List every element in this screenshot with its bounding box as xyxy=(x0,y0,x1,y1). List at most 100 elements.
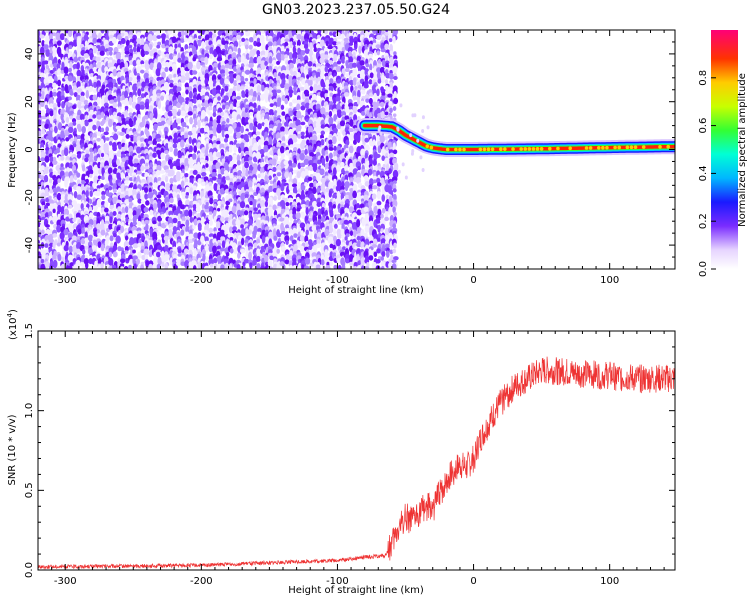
spectrogram-cell xyxy=(220,167,225,175)
spectrogram-cell xyxy=(169,146,173,153)
spectrogram-cell xyxy=(113,97,118,103)
spectrogram-cell xyxy=(160,152,165,160)
spectrogram-cell xyxy=(144,187,149,194)
spectrogram-cell xyxy=(248,62,254,68)
spectrogram-cell xyxy=(300,135,305,139)
spectrogram-cell xyxy=(363,206,369,212)
spectrogram-cell xyxy=(348,223,353,228)
spectrogram-cell xyxy=(305,229,309,236)
spectrogram-cell xyxy=(152,48,158,53)
spectrogram-cell xyxy=(38,119,42,127)
spectrogram-cell xyxy=(276,248,280,254)
spectrogram-cell xyxy=(152,89,158,96)
spectrogram-cell xyxy=(145,260,150,268)
spectrogram-cell xyxy=(118,182,122,187)
spectrogram-cell xyxy=(144,219,150,225)
spectrogram-cell xyxy=(125,216,129,223)
spectrogram-cell xyxy=(38,36,42,43)
spectrogram-cell xyxy=(60,155,65,161)
spectrogram-cell xyxy=(57,122,63,131)
spectrogram-cell xyxy=(76,194,83,200)
spectrogram-cell xyxy=(156,263,161,269)
spectrogram-cell xyxy=(209,185,213,191)
spectrogram-cell xyxy=(300,141,306,150)
spectrogram-cell xyxy=(328,174,333,181)
spectrogram-cell xyxy=(209,53,213,60)
spectrogram-cell xyxy=(116,107,121,114)
spectrogram-cell xyxy=(248,229,252,235)
spectrogram-cell xyxy=(162,106,166,112)
spectrogram-cell xyxy=(256,84,261,94)
spectrogram-cell xyxy=(65,116,70,124)
spectrogram-cell xyxy=(140,249,145,254)
spectrogram-cell xyxy=(172,143,178,149)
spectrogram-cell xyxy=(156,44,161,49)
spectrogram-cell xyxy=(100,183,104,188)
spectrogram-cell xyxy=(236,34,242,41)
spectrogram-cell xyxy=(140,199,145,204)
spectrogram-cell xyxy=(335,95,341,102)
spectrogram-cell xyxy=(128,119,134,128)
spectrogram-cell xyxy=(100,120,105,127)
spectrogram-cell xyxy=(120,51,125,56)
spectrogram-cell xyxy=(40,192,46,201)
spectrogram-cell xyxy=(106,228,110,233)
spectrogram-cell xyxy=(124,143,128,152)
spectrogram-cell xyxy=(224,68,229,76)
spectrogram-cell xyxy=(169,177,174,184)
spectrogram-cell xyxy=(72,121,77,126)
spectrogram-cell xyxy=(77,228,82,235)
spectrogram-cell xyxy=(147,194,153,199)
spectrogram-cell xyxy=(295,212,301,220)
spectrogram-cell xyxy=(56,224,62,233)
spectrogram-cell xyxy=(76,172,81,178)
spectrogram-cell xyxy=(176,102,182,109)
spectrogram-cell xyxy=(296,156,300,161)
spectrogram-cell xyxy=(49,136,54,142)
spectrogram-cell xyxy=(52,50,57,57)
spectrogram-cell xyxy=(235,95,241,100)
spectrogram-cell xyxy=(108,185,113,191)
spectrogram-cell xyxy=(60,263,66,269)
spectrogram-cell xyxy=(82,249,86,255)
spectrogram-cell xyxy=(92,88,98,94)
spectrogram-cell xyxy=(364,146,370,151)
spectrogram-cell xyxy=(88,247,93,255)
spectrogram-cell xyxy=(44,243,49,248)
spectrogram-cell xyxy=(101,64,106,74)
spectrogram-cell xyxy=(111,178,117,185)
spectrogram-cell xyxy=(128,131,134,136)
spectrogram-cell xyxy=(140,48,146,58)
spectrogram-cell xyxy=(112,133,119,141)
spectrogram-cell xyxy=(120,258,126,264)
spectrogram-cell xyxy=(165,169,171,174)
spectrogram-cell xyxy=(325,265,331,269)
spectrogram-cell xyxy=(291,162,297,168)
spectrogram-cell xyxy=(149,76,154,81)
spectrogram-cell xyxy=(235,126,241,133)
spectrogram-cell xyxy=(139,104,145,110)
spectrogram-cell xyxy=(38,155,41,163)
spectrogram-cell xyxy=(164,66,169,73)
spectrogram-cell xyxy=(261,84,265,92)
spectrogram-cell xyxy=(239,201,246,209)
spectrogram-cell xyxy=(207,214,214,221)
spectrogram-cell xyxy=(104,96,109,105)
spectrogram-cell xyxy=(153,182,158,189)
spectrogram-cell xyxy=(130,136,134,142)
spectrogram-cell xyxy=(84,245,89,250)
spectrogram-cell xyxy=(308,217,313,222)
spectrogram-cell xyxy=(124,54,131,59)
spectrogram-cell xyxy=(124,235,129,241)
spectrogram-cell xyxy=(145,130,150,138)
spectrogram-cell xyxy=(92,124,97,131)
spectrogram-cell xyxy=(240,81,246,85)
spectrogram-cell xyxy=(364,225,370,233)
spectrogram-cell xyxy=(299,235,305,242)
spectrogram-cell xyxy=(144,62,151,71)
spectrogram-cell xyxy=(56,91,63,99)
spectrogram-cell xyxy=(159,169,166,174)
spectrogram-cell xyxy=(93,101,98,107)
spectrogram-cell xyxy=(84,120,89,127)
spectrogram-cell xyxy=(268,175,272,181)
